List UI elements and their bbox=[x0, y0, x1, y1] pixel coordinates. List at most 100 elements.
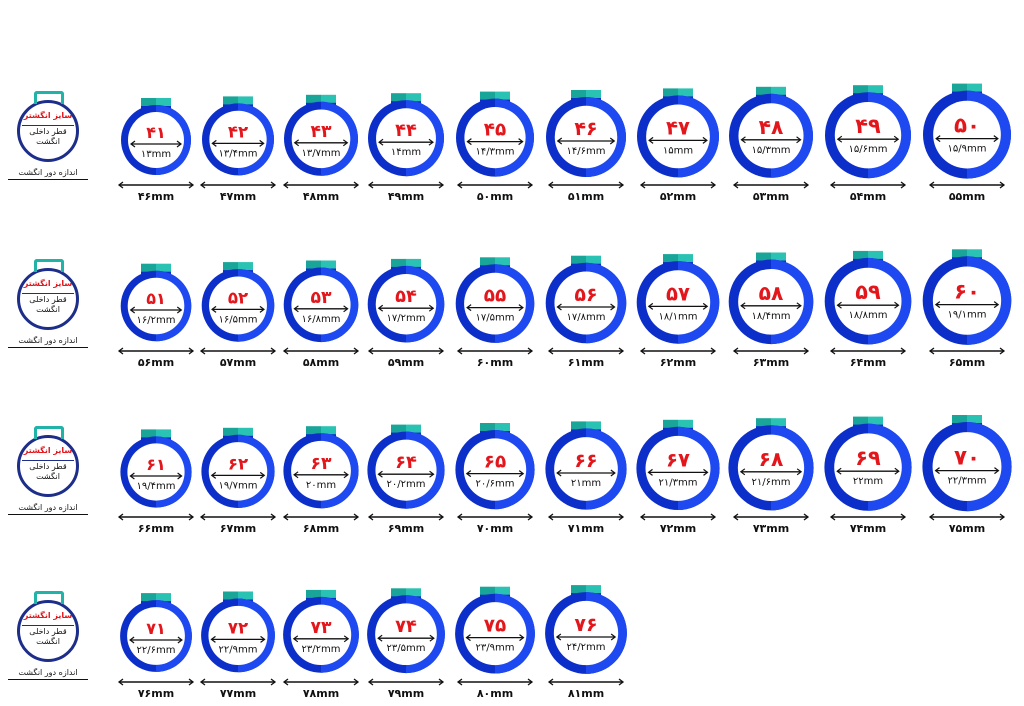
ring-4: ۴۴ ۱۴mm ۴۹mm bbox=[367, 93, 445, 203]
ring-tab bbox=[238, 96, 253, 106]
ring-22: ۶۲ ۱۹/۷mm ۶۷mm bbox=[199, 427, 277, 535]
circumference-arrow bbox=[282, 678, 289, 686]
ring-35: ۷۵ ۲۳/۹mm ۸۰mm bbox=[455, 586, 535, 700]
ring-tab bbox=[406, 588, 421, 598]
ring-inner bbox=[375, 273, 437, 335]
diameter-arrow bbox=[519, 634, 525, 642]
circumference-arrow bbox=[639, 181, 646, 189]
diameter-arrow bbox=[555, 633, 562, 641]
ring-tab bbox=[238, 427, 253, 437]
circumference-arrow bbox=[547, 347, 554, 355]
ring-tab bbox=[678, 419, 693, 429]
circumference-arrow bbox=[270, 181, 277, 189]
legend-title: سایز انگشتر bbox=[23, 611, 73, 620]
diameter-arrow bbox=[293, 305, 299, 313]
circumference-arrow bbox=[199, 678, 206, 686]
diameter-arrow bbox=[465, 470, 472, 478]
legend-title: سایز انگشتر bbox=[23, 279, 73, 288]
diameter-arrow bbox=[518, 470, 525, 478]
ring-inner bbox=[290, 604, 352, 665]
ring-tab bbox=[156, 263, 171, 273]
ring-diameter-label: ۱۸/۸mm bbox=[849, 310, 888, 321]
circumference-arrow bbox=[188, 347, 195, 355]
ring-24: ۶۴ ۲۰/۲mm ۶۹mm bbox=[367, 424, 445, 535]
ring-diameter-label: ۱۳/۴mm bbox=[219, 148, 258, 159]
ring-circumference-label: ۶۰mm bbox=[477, 356, 513, 369]
circumference-arrow bbox=[367, 181, 374, 189]
diameter-arrow bbox=[934, 467, 940, 475]
diameter-arrow bbox=[894, 301, 900, 309]
legend-bottom-line bbox=[8, 679, 88, 680]
ring-circumference-label: ۷۳mm bbox=[753, 522, 789, 535]
circumference-arrow bbox=[527, 513, 534, 521]
ring-circumference-label: ۷۲mm bbox=[660, 522, 696, 535]
circumference-arrow bbox=[803, 513, 810, 521]
ring-circumference-label: ۵۵mm bbox=[949, 190, 985, 203]
ring-size-label: ۴۸ bbox=[759, 115, 784, 139]
diameter-arrow bbox=[259, 305, 265, 313]
ring-tab bbox=[223, 427, 238, 437]
ring-tab bbox=[223, 262, 238, 272]
circumference-arrow bbox=[928, 181, 935, 189]
ring-inner bbox=[645, 270, 711, 335]
circumference-arrow bbox=[188, 513, 195, 521]
circumference-arrow bbox=[618, 678, 625, 686]
ring-inner bbox=[128, 112, 184, 168]
ring-diameter-label: ۱۶/۲mm bbox=[137, 315, 176, 326]
circumference-arrow bbox=[353, 347, 360, 355]
ring-21: ۶۱ ۱۹/۴mm ۶۶mm bbox=[117, 429, 195, 535]
legend-divider bbox=[22, 460, 74, 461]
ring-inner bbox=[834, 433, 902, 502]
diameter-arrow bbox=[293, 471, 299, 479]
circumference-arrow bbox=[900, 181, 907, 189]
diameter-arrow bbox=[893, 135, 900, 143]
ring-tab bbox=[321, 260, 336, 270]
ring-6: ۴۶ ۱۴/۶mm ۵۱mm bbox=[546, 90, 626, 203]
ring-tab bbox=[156, 98, 171, 107]
ring-size-label: ۴۹ bbox=[855, 114, 881, 138]
ring-circumference-label: ۴۶mm bbox=[138, 190, 174, 203]
circumference-arrow bbox=[188, 181, 195, 189]
circumference-arrow bbox=[732, 513, 739, 521]
ring-size-label: ۷۴ bbox=[395, 616, 417, 637]
ring-size-label: ۶۴ bbox=[395, 452, 417, 473]
ring-tab bbox=[141, 429, 156, 439]
circumference-arrow bbox=[199, 181, 206, 189]
legend-inner-label: قطر داخلی انگشت bbox=[29, 295, 67, 314]
circumference-arrow bbox=[900, 513, 907, 521]
circumference-arrow bbox=[270, 678, 277, 686]
ring-tab bbox=[952, 415, 967, 424]
diameter-arrow bbox=[647, 468, 653, 476]
ring-size-label: ۶۶ bbox=[574, 450, 597, 472]
ring-tab bbox=[223, 591, 238, 601]
circumference-arrow bbox=[527, 181, 534, 189]
ring-inner bbox=[463, 602, 527, 666]
ring-8: ۴۸ ۱۵/۳mm ۵۳mm bbox=[729, 86, 813, 203]
ring-inner bbox=[645, 435, 711, 501]
ring-diameter-label: ۱۸/۱mm bbox=[659, 311, 698, 322]
ring-tab bbox=[967, 249, 982, 259]
ring-circumference-label: ۷۱mm bbox=[568, 522, 604, 535]
legend-tab-icon bbox=[34, 591, 64, 604]
ring-inner bbox=[463, 438, 527, 501]
ring-tab bbox=[853, 250, 868, 260]
diameter-arrow bbox=[556, 303, 562, 311]
ring-tab bbox=[141, 98, 156, 107]
ring-23: ۶۳ ۲۰mm ۶۸mm bbox=[282, 426, 360, 535]
diameter-arrow bbox=[836, 135, 843, 143]
ring-inner bbox=[834, 102, 902, 169]
ring-tab bbox=[406, 424, 421, 434]
ring-diameter-label: ۱۷/۲mm bbox=[387, 313, 426, 324]
ring-circumference-label: ۶۳mm bbox=[753, 356, 789, 369]
circumference-arrow bbox=[438, 678, 445, 686]
ring-25: ۶۵ ۲۰/۶mm ۷۰mm bbox=[455, 423, 535, 535]
ring-circumference-label: ۸۱mm bbox=[568, 687, 604, 700]
circumference-arrow bbox=[803, 347, 810, 355]
diameter-arrow bbox=[176, 306, 183, 314]
ring-size-label: ۴۳ bbox=[311, 122, 332, 142]
ring-diameter-label: ۱۳mm bbox=[141, 149, 171, 160]
diameter-arrow bbox=[647, 302, 654, 310]
ring-tab bbox=[495, 257, 510, 267]
ring-tab bbox=[495, 423, 510, 432]
ring-tab bbox=[480, 257, 495, 267]
